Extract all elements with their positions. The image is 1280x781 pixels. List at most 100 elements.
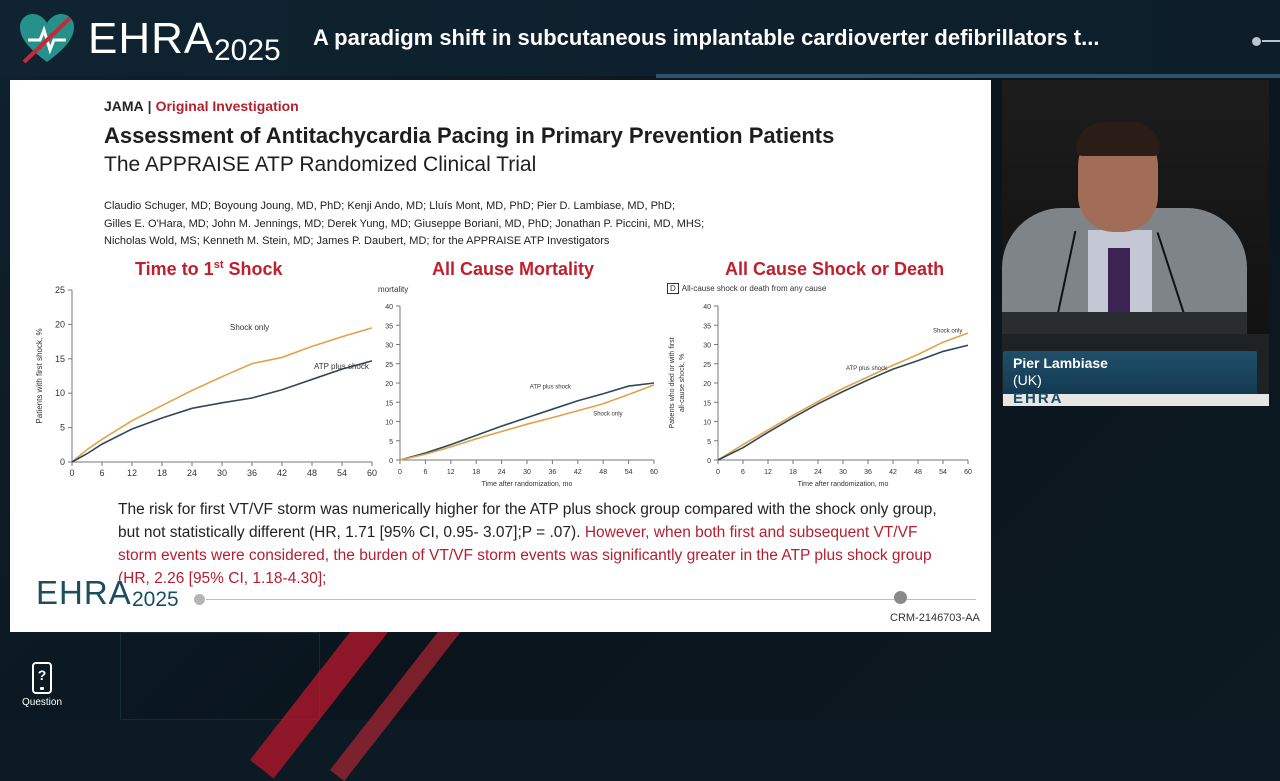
y-tick-label: 20 bbox=[385, 381, 393, 388]
x-tick-label: 54 bbox=[337, 468, 347, 478]
slide-footer-logo: EHRA bbox=[36, 574, 132, 611]
y-tick-label: 5 bbox=[60, 423, 65, 433]
ehra-heart-icon bbox=[20, 14, 74, 64]
panel-caption-shock-or-death: D All-cause shock or death from any cause bbox=[667, 283, 827, 294]
x-tick-label: 54 bbox=[625, 469, 633, 476]
author-list: Claudio Schuger, MD; Boyoung Joung, MD, … bbox=[104, 198, 744, 251]
y-tick-label: 35 bbox=[385, 323, 393, 330]
x-tick-label: 36 bbox=[864, 469, 872, 476]
series-label: ATP plus shock bbox=[530, 385, 572, 391]
journal-section: Original Investigation bbox=[155, 98, 299, 114]
y-axis-label-line1: Patients who died or with first bbox=[669, 337, 676, 428]
chart-title-end: Shock bbox=[223, 259, 283, 279]
question-button[interactable]: ? Question bbox=[18, 662, 66, 708]
y-tick-label: 30 bbox=[703, 343, 711, 350]
series-label: Shock only bbox=[593, 411, 622, 417]
y-tick-label: 40 bbox=[703, 304, 711, 311]
series-label: Shock only bbox=[230, 323, 269, 332]
x-tick-label: 24 bbox=[498, 469, 506, 476]
series-line-0 bbox=[717, 332, 969, 461]
ehra-logo-text: EHRA bbox=[88, 14, 215, 63]
progress-line bbox=[1262, 40, 1280, 42]
background-grid bbox=[120, 632, 320, 720]
panel-label-mortality: mortality bbox=[378, 285, 409, 294]
author-line: Nicholas Wold, MS; Kenneth M. Stein, MD;… bbox=[104, 235, 610, 247]
panel-caption: All-cause shock or death from any cause bbox=[681, 284, 827, 293]
chart-title-mortality: All Cause Mortality bbox=[432, 259, 595, 279]
x-tick-label: 24 bbox=[187, 468, 197, 478]
header-accent-line bbox=[656, 74, 1280, 78]
series-label: ATP plus shock bbox=[314, 362, 370, 371]
chart-title-first-shock: Time to 1st Shock bbox=[135, 259, 283, 280]
y-tick-label: 25 bbox=[703, 362, 711, 369]
journal-name: JAMA bbox=[104, 98, 144, 114]
body-text-red: However, when both first and subsequent … bbox=[118, 524, 932, 587]
x-tick-label: 42 bbox=[574, 469, 582, 476]
y-tick-label: 0 bbox=[389, 458, 393, 465]
y-tick-label: 15 bbox=[55, 354, 65, 364]
x-tick-label: 42 bbox=[889, 469, 897, 476]
question-label: Question bbox=[21, 697, 63, 708]
chart-title-main: Time to 1 bbox=[135, 259, 214, 279]
header-bar: EHRA 2025 A paradigm shift in subcutaneo… bbox=[0, 0, 1280, 76]
x-tick-label: 48 bbox=[914, 469, 922, 476]
slide-footer-year: 2025 bbox=[132, 588, 179, 611]
series-label: ATP plus shock bbox=[846, 366, 888, 372]
y-tick-label: 30 bbox=[385, 343, 393, 350]
x-tick-label: 42 bbox=[277, 468, 287, 478]
y-tick-label: 10 bbox=[55, 388, 65, 398]
speaker-name: Pier Lambiase bbox=[1013, 355, 1108, 371]
body-text-black: The risk for first VT/VF storm was numer… bbox=[118, 501, 937, 541]
slide-code: CRM-2146703-AA bbox=[890, 612, 980, 624]
paper-title: Assessment of Antitachycardia Pacing in … bbox=[104, 123, 835, 148]
talk-title: A paradigm shift in subcutaneous implant… bbox=[313, 25, 1100, 50]
presentation-slide: JAMA | Original Investigation Assessment o… bbox=[10, 80, 991, 632]
podium-top bbox=[1002, 312, 1247, 334]
x-tick-label: 0 bbox=[69, 468, 74, 478]
y-tick-label: 0 bbox=[707, 458, 711, 465]
y-tick-label: 5 bbox=[707, 439, 711, 446]
series-line-1 bbox=[399, 384, 655, 461]
x-tick-label: 30 bbox=[217, 468, 227, 478]
phone-button-dot bbox=[40, 687, 44, 690]
x-tick-label: 60 bbox=[964, 469, 972, 476]
phone-question-icon: ? bbox=[32, 662, 52, 694]
journal-separator: | bbox=[147, 98, 152, 114]
y-tick-label: 35 bbox=[703, 323, 711, 330]
speaker-country: (UK) bbox=[1013, 372, 1042, 388]
series-label: Shock only bbox=[933, 329, 962, 335]
x-tick-label: 6 bbox=[741, 469, 745, 476]
x-tick-label: 48 bbox=[307, 468, 317, 478]
x-tick-label: 54 bbox=[939, 469, 947, 476]
series-line-0 bbox=[399, 382, 655, 461]
x-tick-label: 24 bbox=[814, 469, 822, 476]
y-tick-label: 15 bbox=[385, 400, 393, 407]
y-tick-label: 25 bbox=[55, 285, 65, 295]
x-tick-label: 36 bbox=[247, 468, 257, 478]
y-tick-label: 15 bbox=[703, 400, 711, 407]
y-tick-label: 0 bbox=[60, 457, 65, 467]
chart-first-shock: 0 5 10 15 20 25 0 6 12 18 24 30 36 42 48 54 60 Shock only… bbox=[35, 285, 377, 478]
y-tick-label: 25 bbox=[385, 362, 393, 369]
y-axis-label: Patients with first shock, % bbox=[35, 328, 44, 423]
slide-footer-line bbox=[206, 599, 976, 600]
x-tick-label: 60 bbox=[367, 468, 377, 478]
y-tick-label: 10 bbox=[385, 420, 393, 427]
x-tick-label: 60 bbox=[650, 469, 658, 476]
x-tick-label: 6 bbox=[99, 468, 104, 478]
speaker-tie bbox=[1108, 248, 1130, 318]
speaker-hair bbox=[1076, 122, 1160, 156]
x-tick-label: 18 bbox=[472, 469, 480, 476]
x-tick-label: 18 bbox=[789, 469, 797, 476]
speaker-video bbox=[1002, 80, 1269, 405]
slide-footer-dot-dark bbox=[894, 591, 907, 604]
x-tick-label: 6 bbox=[423, 469, 427, 476]
slide-footer-dot bbox=[194, 594, 205, 605]
x-axis-label: Time after randomization, mo bbox=[798, 481, 889, 488]
author-line: Claudio Schuger, MD; Boyoung Joung, MD, … bbox=[104, 200, 676, 212]
y-tick-label: 20 bbox=[703, 381, 711, 388]
x-tick-label: 30 bbox=[523, 469, 531, 476]
speaker-backdrop-text: EHRA bbox=[1013, 390, 1064, 407]
journal-header: JAMA | Original Investigation bbox=[104, 98, 299, 114]
chart-shock-or-death: 0 5 10 15 20 25 30 35 40 0 6 12 18 24 30 36 42 48 54 60 Shoc… bbox=[669, 304, 972, 488]
